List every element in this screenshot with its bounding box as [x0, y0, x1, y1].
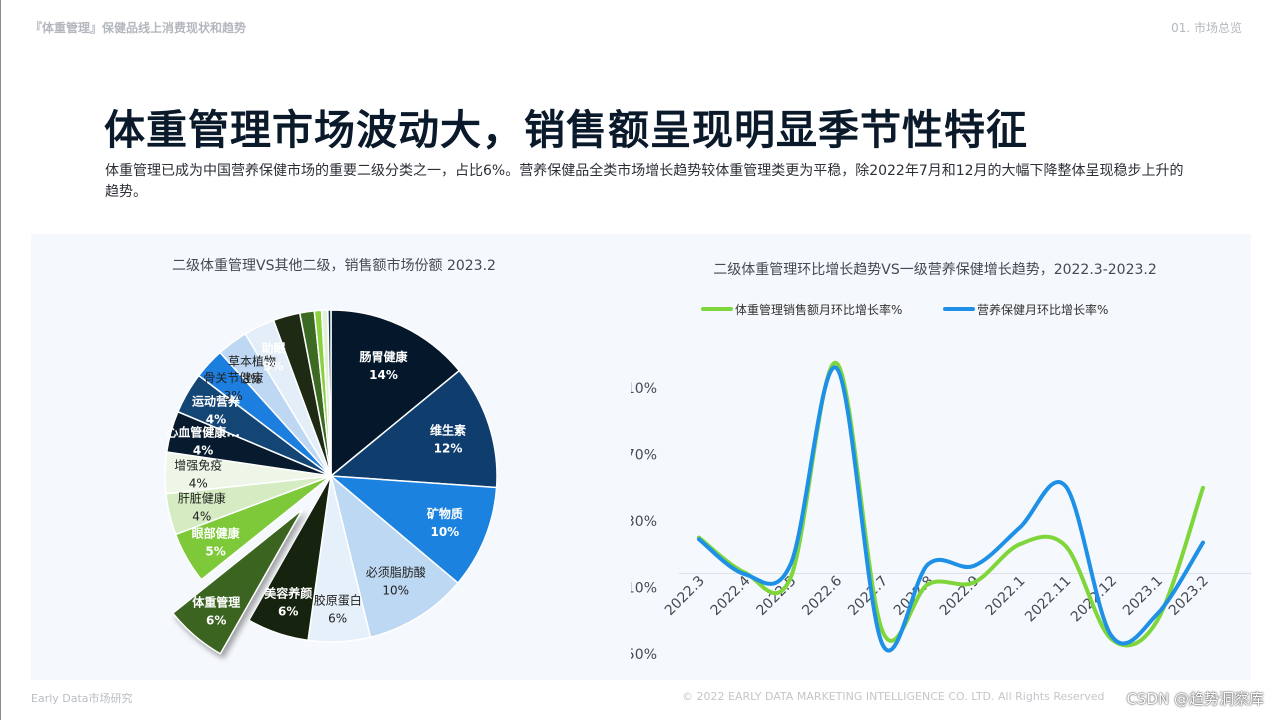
x-tick-label: 2022.1 [983, 573, 1029, 619]
pie-slice [330, 309, 461, 478]
line-chart-title: 二级体重管理环比增长趋势VS一级营养保健增长趋势，2022.3-2023.2 [713, 262, 1157, 278]
pie-slice-label: 心血管健康... [166, 424, 240, 439]
chart-panel: 二级体重管理VS其他二级，销售额市场份额 2023.2 肠胃健康 14% 维生素 12… [31, 234, 1251, 680]
frame-left-border [0, 0, 1, 720]
pie-slice-label: 骨关节健康 [203, 370, 263, 385]
x-tick-label: 2022.11 [1022, 573, 1074, 625]
pie-slice-label: 助眠 [261, 340, 285, 355]
pie-slice-value: 3% [224, 389, 243, 403]
pie-slice-label: 美容养颜 [264, 586, 312, 601]
footer-copyright: © 2022 EARLY DATA MARKETING INTELLIGENCE… [682, 690, 1105, 703]
series-line-nutrition-health [697, 365, 1205, 653]
pie-slice-label: 矿物质 [427, 506, 463, 521]
pie-slice-value: 3% [242, 372, 261, 386]
report-tag: 『体重管理』保健品线上消费现状和趋势 [30, 21, 247, 35]
pie-slice [327, 309, 332, 477]
pie-slice [328, 475, 498, 585]
pie-slice-value: 6% [328, 612, 347, 626]
pie-chart-title: 二级体重管理VS其他二级，销售额市场份额 2023.2 [172, 257, 496, 274]
pie-slice-value: 6% [206, 613, 226, 627]
pie-slice-label: 必须脂肪酸 [366, 564, 426, 579]
y-tick-label: 70% [631, 448, 657, 464]
pie-slice [171, 508, 304, 655]
pie-slice-label: 肠胃健康 [359, 349, 408, 364]
y-tick-label: 110% [631, 381, 657, 397]
pie-slice-value: 14% [369, 368, 398, 382]
pie-slice-value: 4% [192, 510, 211, 524]
x-tick-label: 2022.6 [799, 573, 845, 619]
page-subtitle: 体重管理已成为中国营养保健市场的重要二级分类之一，占比6%。营养保健品全类市场增… [105, 163, 1184, 200]
x-tick-label: 2022.3 [662, 573, 708, 619]
x-tick-label: 2022.4 [708, 573, 754, 619]
pie-slice-label: 体重管理 [192, 594, 240, 609]
pie-slice [329, 473, 459, 639]
pie-slice-value: 4% [193, 443, 213, 457]
line-legend: 体重管理销售额月环比增长率% 营养保健月环比增长率% [701, 302, 1108, 317]
pie-slice [247, 475, 332, 642]
pie-slice-value: 12% [434, 442, 463, 456]
pie-slice-value: 3% [263, 359, 283, 373]
pie-slice-value: 4% [189, 476, 208, 490]
pie-slice-value: 5% [205, 545, 225, 559]
pie-slice-value: 10% [382, 583, 409, 597]
y-tick-label: 30% [631, 514, 657, 530]
pie-slice-label: 草本植物 [228, 353, 276, 368]
legend-label-health: 营养保健月环比增长率% [977, 302, 1108, 317]
pie-slice-label: 增强免疫 [174, 457, 222, 472]
pie-slice-value: 4% [206, 413, 226, 427]
legend-label-weight: 体重管理销售额月环比增长率% [735, 302, 902, 317]
y-tick-label: -10% [631, 581, 657, 597]
pie-slice-value: 10% [430, 525, 459, 539]
pie-slice-label: 肝脏健康 [178, 491, 226, 506]
watermark: CSDN @趋势洞察库 [1126, 690, 1264, 708]
pie-slice-label: 维生素 [430, 423, 466, 438]
pie-slice-label: 眼部健康 [192, 526, 241, 541]
footer-brand: Early Data市场研究 [31, 692, 133, 705]
page-title: 体重管理市场波动大，销售额呈现明显季节性特征 [104, 106, 1028, 154]
y-tick-label: -50% [631, 647, 657, 663]
pie-slice-value: 6% [278, 605, 298, 619]
pie-chart: 二级体重管理VS其他二级，销售额市场份额 2023.2 肠胃健康 14% 维生素 12… [164, 257, 498, 655]
section-tag: 01. 市场总览 [1171, 21, 1242, 35]
line-chart: 二级体重管理环比增长趋势VS一级营养保健增长趋势，2022.3-2023.2 体… [631, 262, 1251, 663]
pie-slice-label: 胶原蛋白 [314, 593, 362, 608]
pie-slice-label: 运动营养 [192, 394, 240, 409]
pie-slice [329, 369, 498, 489]
